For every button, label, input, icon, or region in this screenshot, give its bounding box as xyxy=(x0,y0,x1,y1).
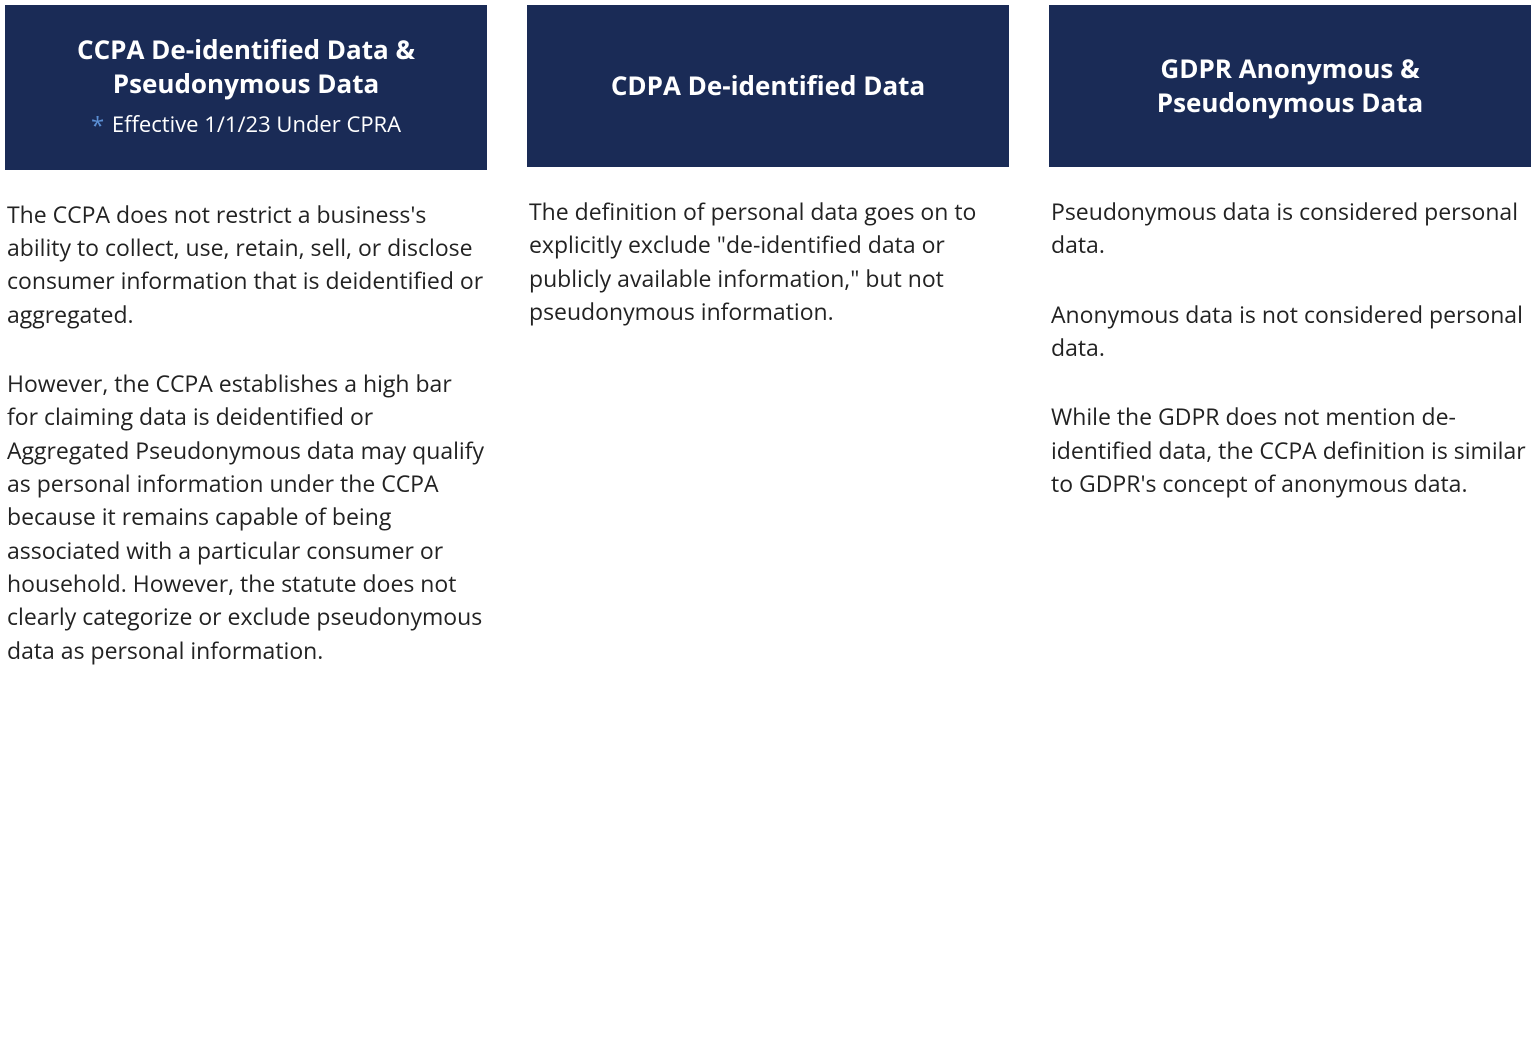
subtitle-text-ccpa: Effective 1/1/23 Under CPRA xyxy=(112,109,401,139)
column-cdpa: CDPA De-identified Data The definition o… xyxy=(527,5,1009,667)
header-title-ccpa: CCPA De-identified Data & Pseudonymous D… xyxy=(33,33,459,101)
comparison-grid: CCPA De-identified Data & Pseudonymous D… xyxy=(5,5,1531,667)
paragraph: The definition of personal data goes on … xyxy=(529,195,1007,328)
paragraph: Anonymous data is not considered persona… xyxy=(1051,298,1529,365)
body-cdpa: The definition of personal data goes on … xyxy=(527,167,1009,328)
asterisk-icon: * xyxy=(91,109,104,142)
paragraph: Pseudonymous data is considered personal… xyxy=(1051,195,1529,262)
header-ccpa: CCPA De-identified Data & Pseudonymous D… xyxy=(5,5,487,170)
header-subtitle-ccpa: * Effective 1/1/23 Under CPRA xyxy=(91,109,401,142)
column-gdpr: GDPR Anonymous & Pseudonymous Data Pseud… xyxy=(1049,5,1531,667)
header-cdpa: CDPA De-identified Data xyxy=(527,5,1009,167)
body-gdpr: Pseudonymous data is considered personal… xyxy=(1049,167,1531,500)
body-ccpa: The CCPA does not restrict a business's … xyxy=(5,170,487,667)
column-ccpa: CCPA De-identified Data & Pseudonymous D… xyxy=(5,5,487,667)
paragraph: However, the CCPA establishes a high bar… xyxy=(7,367,485,667)
paragraph: The CCPA does not restrict a business's … xyxy=(7,198,485,331)
header-gdpr: GDPR Anonymous & Pseudonymous Data xyxy=(1049,5,1531,167)
header-title-gdpr: GDPR Anonymous & Pseudonymous Data xyxy=(1077,52,1503,120)
paragraph: While the GDPR does not mention de-ident… xyxy=(1051,400,1529,500)
header-title-cdpa: CDPA De-identified Data xyxy=(611,69,925,103)
